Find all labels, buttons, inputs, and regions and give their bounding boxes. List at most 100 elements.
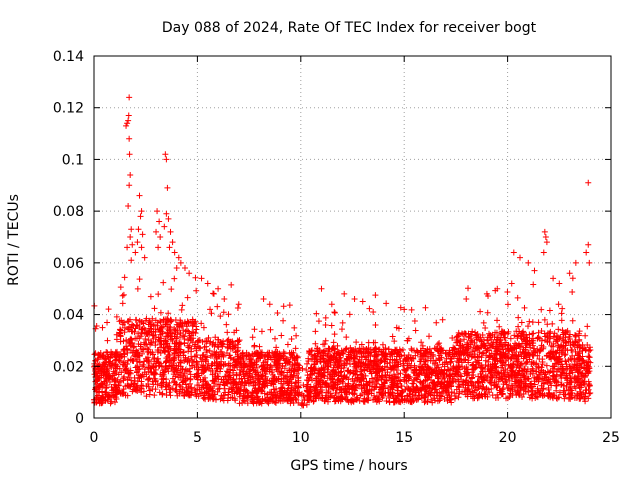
data-point-3135: [170, 364, 177, 371]
data-point-3806: [500, 359, 507, 366]
data-point-3771: [133, 356, 140, 363]
data-point-4021: [439, 370, 446, 377]
data-point-4212: [550, 275, 557, 282]
data-point-4080: [114, 363, 121, 370]
data-point-3861: [493, 336, 500, 343]
data-point-3731: [353, 339, 360, 346]
data-point-3637: [92, 357, 99, 364]
data-point-3180: [398, 387, 405, 394]
data-point-4112: [487, 363, 494, 370]
data-point-3997: [391, 362, 398, 369]
data-point-4101: [510, 343, 517, 350]
data-point-3713: [505, 341, 512, 348]
data-point-1654: [455, 359, 462, 366]
data-point-4066: [489, 341, 496, 348]
data-point-4117: [229, 362, 236, 369]
data-point-3971: [305, 392, 312, 399]
data-point-3737: [475, 379, 482, 386]
data-point-2564: [351, 352, 358, 359]
data-point-3324: [345, 367, 352, 374]
data-point-3912: [151, 356, 158, 363]
data-point-4147: [126, 135, 133, 142]
data-point-2911: [353, 364, 360, 371]
data-point-3327: [159, 391, 166, 398]
data-point-3855: [363, 387, 370, 394]
data-point-4099: [560, 367, 567, 374]
data-point-757: [486, 347, 493, 354]
data-point-4013: [218, 392, 225, 399]
data-point-4077: [389, 386, 396, 393]
data-point-3752: [526, 331, 533, 338]
data-point-1039: [133, 382, 140, 389]
data-point-3942: [278, 369, 285, 376]
data-point-1037: [210, 290, 217, 297]
data-point-4181: [175, 254, 182, 261]
data-point-4168: [153, 228, 160, 235]
data-point-1911: [134, 285, 141, 292]
data-point-3788: [220, 338, 227, 345]
data-point-3432: [520, 380, 527, 387]
data-point-2983: [499, 354, 506, 361]
data-point-4196: [341, 290, 348, 297]
data-point-2734: [443, 370, 450, 377]
data-point-4154: [129, 241, 136, 248]
data-point-3639: [207, 395, 214, 402]
data-point-3800: [438, 346, 445, 353]
data-point-2381: [137, 333, 144, 340]
data-point-3776: [336, 377, 343, 384]
data-point-3530: [220, 353, 227, 360]
data-point-3843: [124, 349, 131, 356]
data-point-3244: [125, 383, 132, 390]
data-point-2652: [454, 333, 461, 340]
data-point-3865: [330, 354, 337, 361]
data-point-3590: [497, 357, 504, 364]
data-point-3720: [338, 386, 345, 393]
data-point-3687: [513, 358, 520, 365]
data-point-3906: [405, 398, 412, 405]
data-point-4149: [127, 171, 134, 178]
data-point-2929: [411, 377, 418, 384]
data-point-3652: [211, 383, 218, 390]
data-point-4012: [124, 325, 131, 332]
data-point-2988: [142, 326, 149, 333]
data-point-3814: [560, 387, 567, 394]
data-point-2884: [226, 352, 233, 359]
data-point-4122: [340, 347, 347, 354]
data-point-3712: [462, 377, 469, 384]
data-point-1129: [529, 330, 536, 337]
data-point-2759: [192, 330, 199, 337]
data-point-3050: [113, 331, 120, 338]
data-point-2814: [172, 335, 179, 342]
data-point-1409: [586, 348, 593, 355]
data-point-3622: [320, 352, 327, 359]
data-point-3774: [506, 385, 513, 392]
data-point-3482: [142, 335, 149, 342]
data-point-2624: [587, 347, 594, 354]
data-point-2582: [166, 352, 173, 359]
data-point-3793: [164, 326, 171, 333]
data-point-3946: [293, 332, 300, 339]
data-point-3629: [583, 362, 590, 369]
data-point-2876: [370, 366, 377, 373]
data-point-2733: [567, 379, 574, 386]
data-point-3626: [256, 399, 263, 406]
data-point-3696: [417, 378, 424, 385]
data-point-3913: [395, 373, 402, 380]
data-point-3724: [234, 304, 241, 311]
data-point-4068: [430, 353, 437, 360]
data-point-3931: [202, 337, 209, 344]
data-point-3091: [315, 371, 322, 378]
data-point-3037: [216, 368, 223, 375]
data-point-4046: [447, 396, 454, 403]
data-point-3926: [382, 377, 389, 384]
data-point-3284: [152, 338, 159, 345]
data-point-1004: [527, 370, 534, 377]
data-point-3985: [434, 389, 441, 396]
data-point-3779: [566, 363, 573, 370]
data-point-1880: [331, 331, 338, 338]
data-point-4025: [411, 366, 418, 373]
data-point-4209: [542, 234, 549, 240]
data-point-3570: [494, 383, 501, 390]
data-point-2243: [386, 351, 393, 358]
data-point-4162: [134, 239, 141, 246]
